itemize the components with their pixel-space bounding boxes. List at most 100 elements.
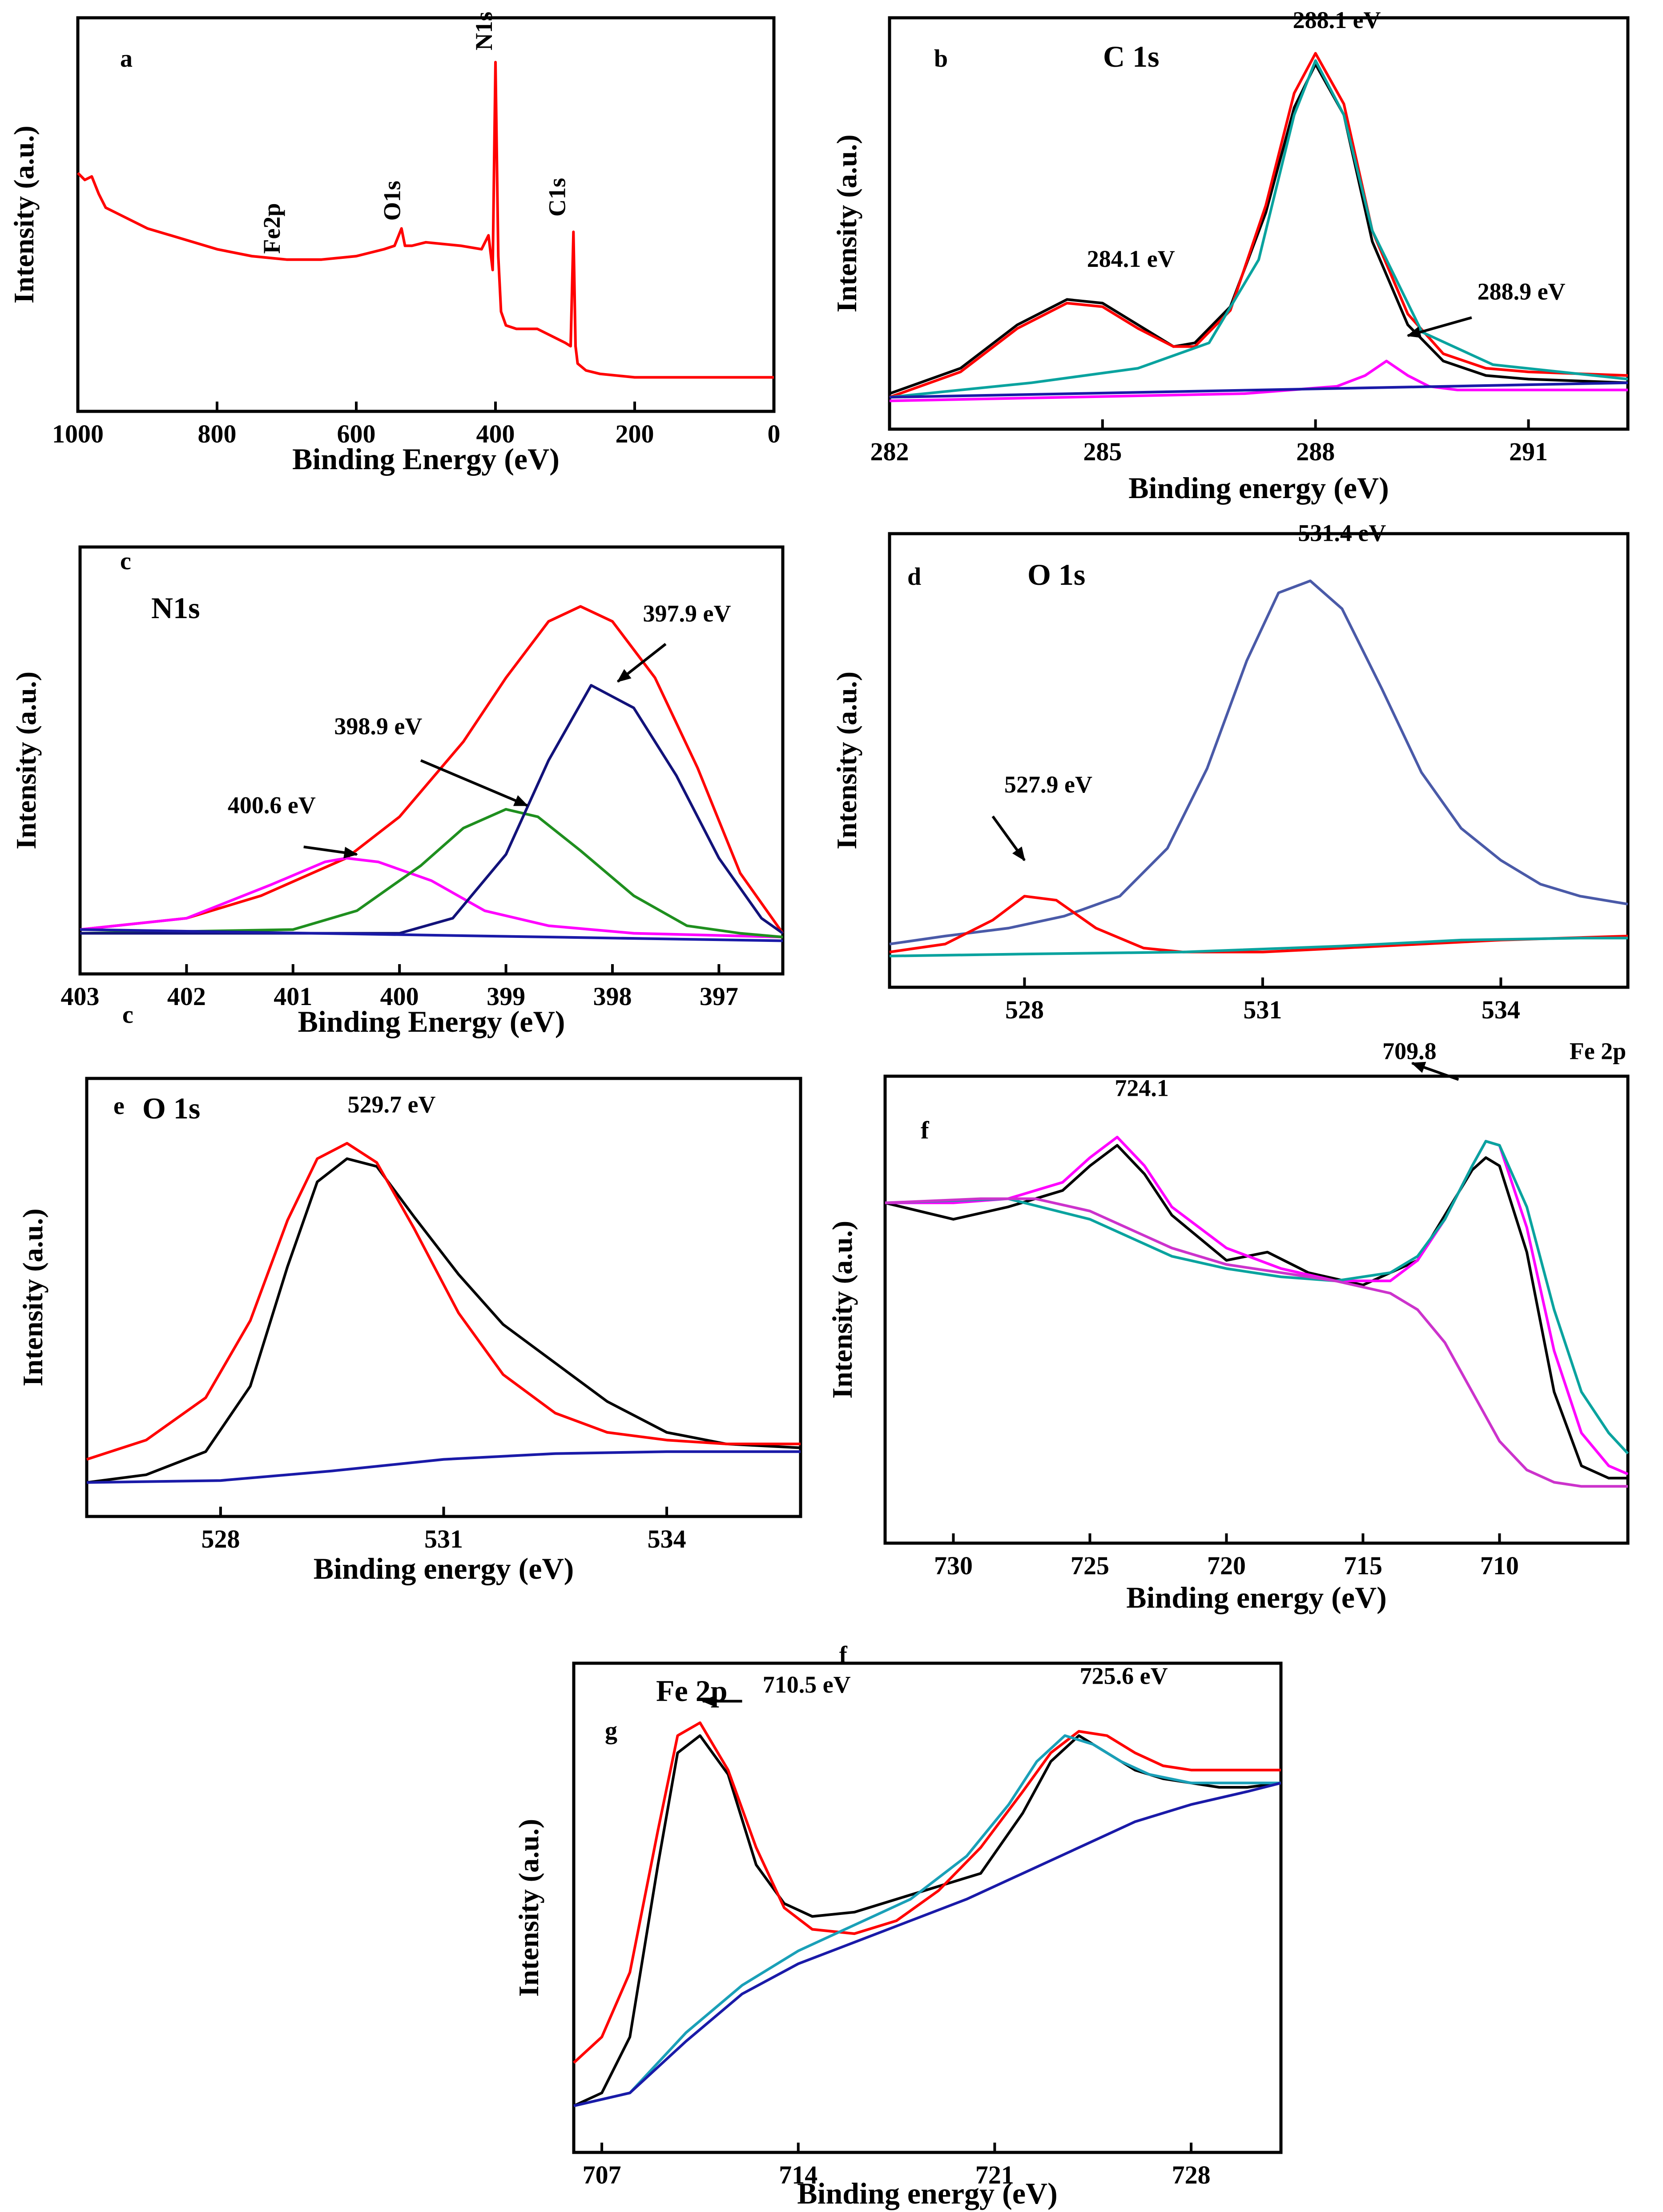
series-baseline (889, 937, 1628, 957)
peak-label: 288.9 eV (1478, 278, 1566, 305)
peak-label: 724.1 (1115, 1075, 1169, 1102)
plot-frame (572, 1661, 1283, 2154)
x-tick-label: 528 (1005, 995, 1044, 1024)
series-measured (86, 1157, 801, 1484)
series-c-o (889, 359, 1628, 402)
arrow-head (1406, 326, 1422, 338)
peak-label: 398.9 eV (334, 713, 422, 740)
arrow-head (701, 1695, 716, 1707)
series-398-9-ev (80, 808, 783, 939)
chart-b-svg: 282 285 288 291 284.1 eV 288.1 eV 288.9 eV Bind… (831, 7, 1630, 505)
peak-label: 529.7 eV (347, 1091, 435, 1118)
chart-d-svg: 528 531 534 527.9 eV 531.4 eV Intensity (a.u.… (831, 519, 1630, 1024)
panel-c: 403 402 401 400 399 398 397 400.6 eV 398.9 eV 397… (0, 529, 792, 1041)
peak-label: f (839, 1641, 848, 1668)
series-fit (572, 1721, 1281, 2064)
y-axis-label: Intensity (a.u.) (831, 672, 862, 849)
series-teal (573, 1734, 1281, 2107)
x-tick-label: 534 (1482, 995, 1520, 1024)
plot-frame (78, 545, 785, 976)
y-axis-label: Intensity (a.u.) (513, 1819, 544, 1997)
plot-frame (888, 532, 1630, 989)
x-tick-label: 730 (934, 1551, 973, 1580)
chart-title: N1s (151, 591, 200, 625)
peak-label: 397.9 eV (643, 600, 731, 627)
arrow-head (616, 669, 632, 683)
peak-label: 531.4 eV (1298, 519, 1386, 546)
x-tick-label: 721 (975, 2160, 1014, 2189)
panel-f: 730 725 720 715 710 724.1 709.8 Fe 2p Binding en… (826, 1038, 1663, 1632)
x-axis-label: Binding Energy (eV) (298, 1005, 565, 1038)
series-baseline (885, 1197, 1628, 1488)
series-397-9-ev (80, 684, 784, 935)
series-c-n (889, 59, 1628, 399)
x-tick-label: 600 (337, 419, 376, 448)
x-tick-label: 728 (1172, 2160, 1211, 2189)
peak-label: 710.5 eV (763, 1671, 851, 1698)
panel-letter: b (934, 45, 948, 72)
peak-label: 284.1 eV (1087, 245, 1175, 272)
series-measured (573, 1734, 1281, 2107)
x-axis-label: Binding energy (eV) (1128, 471, 1389, 505)
chart-title: Fe 2p (656, 1674, 728, 1708)
x-tick-label: 710 (1480, 1551, 1519, 1580)
x-tick-label: 402 (167, 982, 206, 1011)
x-tick-label: 401 (274, 982, 312, 1011)
peak-label: Fe2p (258, 203, 285, 254)
x-tick-label: 399 (487, 982, 525, 1011)
x-tick-label: 398 (593, 982, 632, 1011)
series-measured (885, 1144, 1628, 1480)
x-tick-label: 1000 (52, 419, 104, 448)
peak-label: N1s (471, 12, 497, 50)
x-tick-label: 400 (476, 419, 515, 448)
panel-letter: e (113, 1092, 125, 1120)
plot-frame (883, 1074, 1630, 1545)
peak-label: 527.9 eV (1004, 771, 1092, 798)
series-measured (889, 579, 1628, 945)
y-axis-label: Intensity (a.u.) (831, 134, 862, 312)
y-axis-label: Intensity (a.u.) (8, 125, 40, 303)
series-survey (77, 60, 774, 379)
peak-label: 725.6 eV (1080, 1663, 1168, 1689)
x-tick-label: 534 (648, 1524, 686, 1553)
arrow-head (1411, 1062, 1426, 1073)
series-527-9-ev (889, 895, 1628, 953)
arrow-head (513, 795, 528, 806)
x-axis-label: Binding energy (eV) (797, 2176, 1058, 2210)
y-axis-label: Intensity (a.u.) (826, 1221, 858, 1399)
x-tick-label: 715 (1344, 1551, 1382, 1580)
series-measured (80, 605, 784, 934)
x-tick-label: 707 (583, 2160, 621, 2189)
chart-title: O 1s (142, 1091, 200, 1125)
series-fit (889, 52, 1628, 399)
peak-label: 288.1 eV (1293, 7, 1381, 33)
x-tick-label: 800 (198, 419, 237, 448)
peak-label: C1s (544, 178, 571, 217)
chart-f-svg: 730 725 720 715 710 724.1 709.8 Fe 2p Binding en… (826, 1038, 1630, 1614)
x-tick-label: 285 (1083, 437, 1122, 466)
panel-g: 707 714 721 728 710.5 eV 725.6 eV f Binding ene… (507, 1641, 1343, 2212)
x-tick-label: 403 (61, 982, 100, 1011)
annotation-arrow (420, 759, 528, 807)
series-baseline (86, 1450, 801, 1484)
series-baseline (573, 1782, 1281, 2107)
series-measured (889, 63, 1628, 395)
series-teal (885, 1140, 1629, 1455)
peak-label: 400.6 eV (228, 792, 316, 818)
panel-letter: a (120, 45, 133, 72)
series-400-6-ev (80, 857, 783, 939)
x-tick-label: 282 (870, 437, 909, 466)
x-tick-label: 714 (779, 2160, 817, 2189)
x-tick-label: 725 (1071, 1551, 1109, 1580)
peak-label: 709.8 (1382, 1038, 1437, 1064)
panel-b: 282 285 288 291 284.1 eV 288.1 eV 288.9 eV Bind… (831, 0, 1663, 525)
x-axis-label: Binding Energy (eV) (292, 442, 560, 476)
arrow-head (1012, 846, 1025, 861)
plot-frame (76, 16, 776, 413)
y-axis-label: Intensity (a.u.) (10, 672, 42, 849)
y-axis-label: Intensity (a.u.) (17, 1208, 48, 1386)
x-axis-label: Binding energy (eV) (1126, 1581, 1387, 1614)
x-tick-label: 0 (768, 419, 781, 448)
x-tick-label: 400 (380, 982, 419, 1011)
chart-g-svg: 707 714 721 728 710.5 eV 725.6 eV f Binding ene… (513, 1641, 1283, 2210)
